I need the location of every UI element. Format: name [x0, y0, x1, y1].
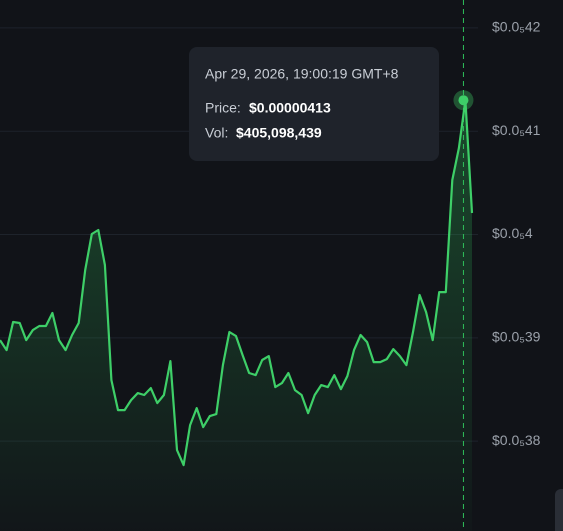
tooltip-price-label: Price: [205, 100, 241, 116]
price-line [0, 99, 474, 467]
tooltip-vol: $405,098,439 [236, 125, 322, 141]
y-tick-label: $0.0₅4 [492, 225, 533, 241]
highlight-point [458, 95, 469, 106]
tooltip: Apr 29, 2026, 19:00:19 GMT+8 Price: $0.0… [189, 47, 439, 161]
y-tick-label: $0.0₅39 [492, 329, 541, 345]
area [0, 100, 472, 531]
tooltip-vol-label: Vol: [205, 125, 228, 141]
plot [0, 0, 474, 531]
tooltip-box [189, 47, 439, 161]
y-tick-label: $0.0₅42 [492, 19, 541, 35]
tooltip-date: Apr 29, 2026, 19:00:19 GMT+8 [205, 66, 399, 82]
y-tick-label: $0.0₅38 [492, 432, 541, 448]
tooltip-price: $0.00000413 [249, 100, 331, 116]
y-tick-label: $0.0₅41 [492, 122, 541, 138]
corner-button[interactable] [555, 489, 563, 531]
